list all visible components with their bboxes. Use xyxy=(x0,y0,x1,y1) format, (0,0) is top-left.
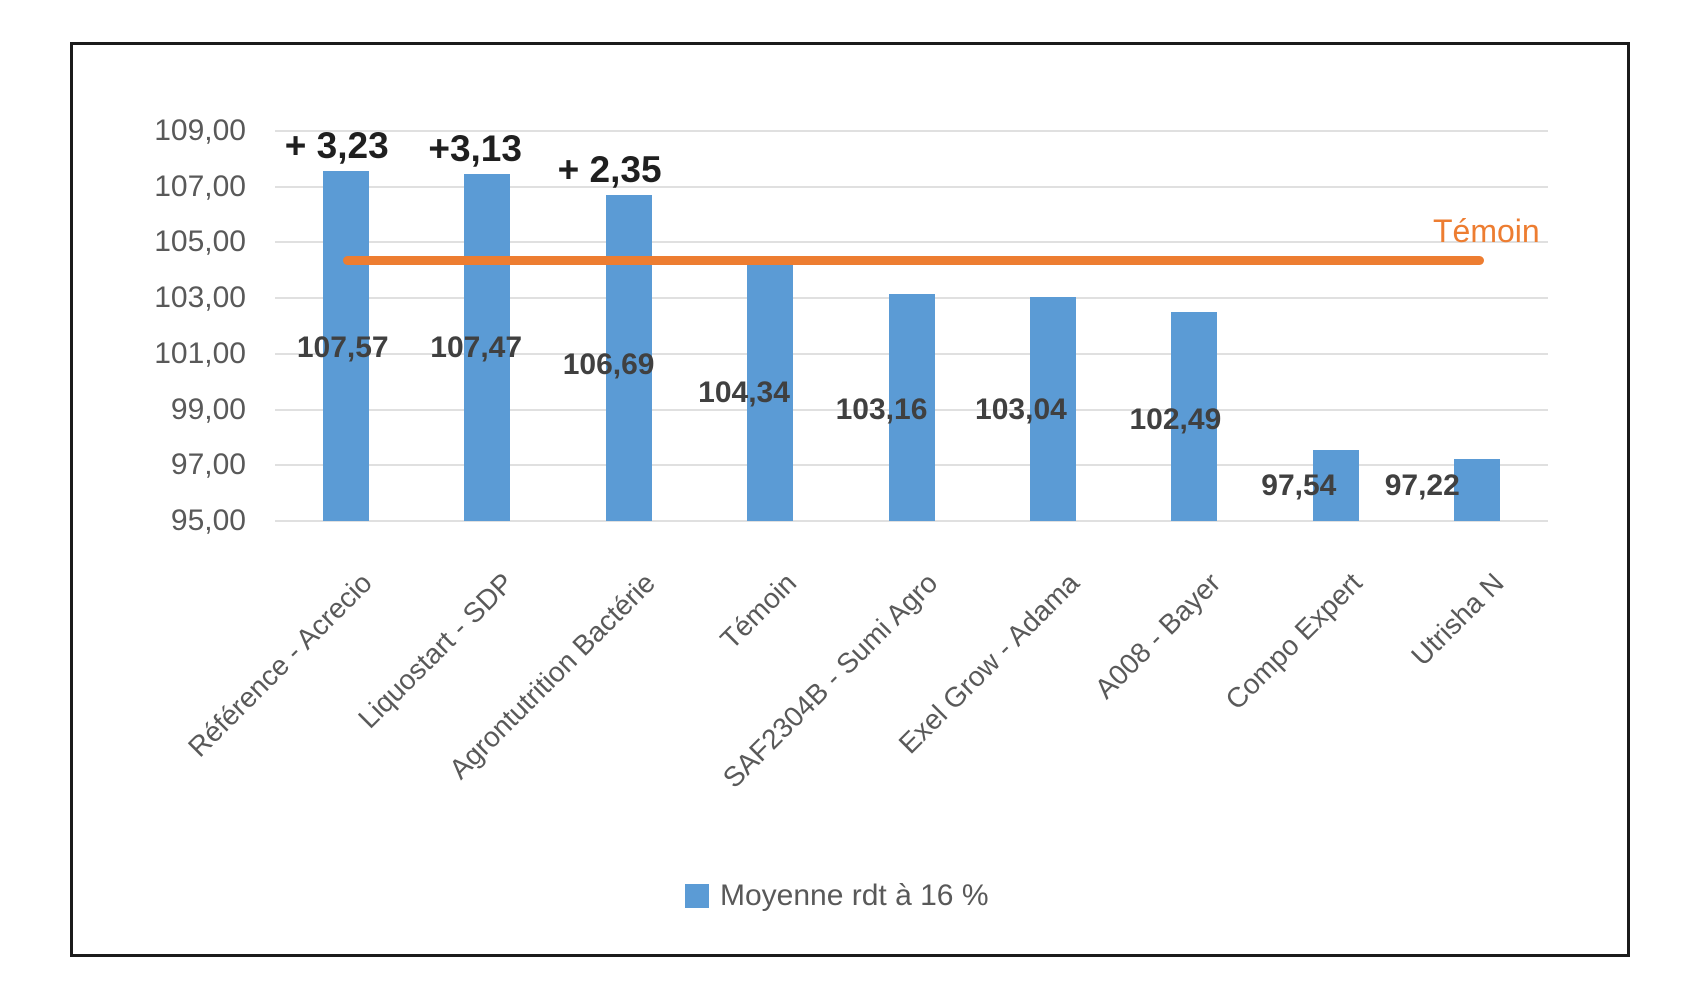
x-axis-category-label: A008 - Bayer xyxy=(1088,567,1227,705)
y-axis-tick-label: 99,00 xyxy=(170,392,246,426)
bar-value-label: 107,57 xyxy=(296,331,389,364)
bar-value-label: 97,22 xyxy=(1384,469,1460,502)
bar xyxy=(464,173,511,521)
gain-annotation: + 2,35 xyxy=(557,149,662,191)
x-axis-category-label: Témoin xyxy=(714,567,802,655)
x-axis-category-label: Référence - Acrecio xyxy=(181,567,378,763)
y-axis-tick-label: 97,00 xyxy=(170,448,246,482)
bar xyxy=(888,293,935,521)
gain-annotation: +3,13 xyxy=(428,127,522,169)
bar xyxy=(1029,297,1076,521)
legend-label: Moyenne rdt à 16 % xyxy=(720,879,989,912)
x-axis-category-label: Compo Expert xyxy=(1219,567,1368,716)
bar xyxy=(1454,459,1501,521)
bar-value-label: 102,49 xyxy=(1129,403,1222,436)
gridline xyxy=(275,520,1548,522)
y-axis-tick-label: 95,00 xyxy=(170,504,246,537)
temoin-reference-line xyxy=(343,256,1484,266)
chart-frame: 109,00 107,00 105,00 103,00 101,00 99,00 97,00… xyxy=(70,42,1630,957)
gridline xyxy=(275,241,1548,244)
gain-annotation: + 3,23 xyxy=(284,124,389,166)
y-axis-tick-label: 103,00 xyxy=(154,281,246,315)
bar-value-label: 103,16 xyxy=(835,393,928,426)
gridline xyxy=(275,185,1548,188)
legend: Moyenne rdt à 16 % xyxy=(685,879,989,913)
bar-value-label: 103,04 xyxy=(975,393,1067,426)
bar-value-label: 107,47 xyxy=(430,331,523,364)
bar-value-label: 106,69 xyxy=(562,348,655,381)
y-axis-tick-label: 101,00 xyxy=(154,336,246,370)
bar xyxy=(322,170,369,521)
bar xyxy=(1171,312,1218,521)
bar-value-label: 97,54 xyxy=(1261,469,1337,502)
bar xyxy=(1312,450,1359,521)
bar-value-label: 104,34 xyxy=(698,376,790,409)
bar xyxy=(747,260,794,521)
y-axis-tick-label: 105,00 xyxy=(154,225,246,259)
y-axis-tick-label: 107,00 xyxy=(154,169,246,203)
bar xyxy=(605,195,652,521)
temoin-line-label: Témoin xyxy=(1433,213,1540,249)
y-axis-tick-label: 109,00 xyxy=(154,114,246,147)
x-axis-category-label: Utrisha N xyxy=(1404,567,1510,672)
legend-marker-square xyxy=(685,884,709,908)
gridline xyxy=(275,130,1548,132)
